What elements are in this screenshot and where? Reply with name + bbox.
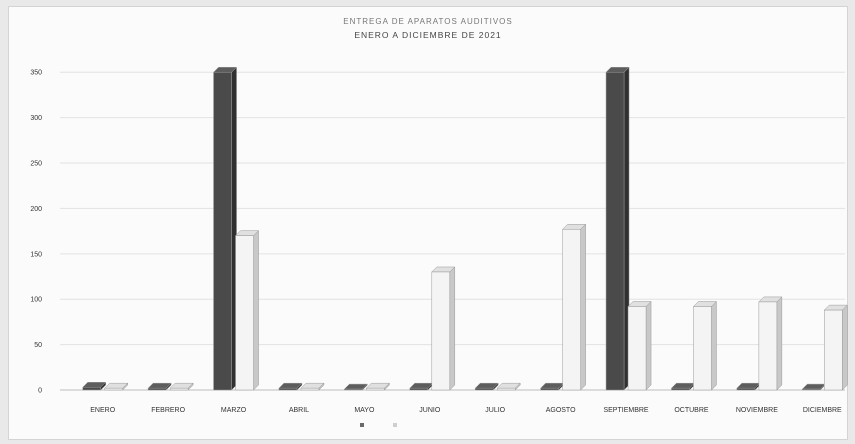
chart-subtitle: ENERO A DICIEMBRE DE 2021 (354, 30, 502, 40)
x-tick-label: SEPTIEMBRE (603, 407, 648, 414)
chart-legend (360, 423, 424, 429)
bar (82, 387, 101, 391)
bar (213, 71, 232, 391)
x-tick-label: NOVIEMBRE (736, 407, 778, 414)
bar (802, 388, 821, 391)
bar (758, 301, 778, 391)
x-tick-label: DICIEMBRE (803, 407, 842, 414)
bar-side (645, 300, 652, 391)
bar (300, 387, 320, 391)
bar-side (580, 223, 586, 391)
bar (671, 387, 690, 391)
legend-item-1 (360, 423, 367, 429)
bar (431, 271, 451, 391)
y-tick-label: 200 (30, 206, 42, 213)
bar (627, 306, 647, 391)
y-tick-label: 350 (30, 70, 42, 77)
bar (104, 387, 123, 391)
x-tick-label: OCTUBRE (674, 407, 709, 414)
x-tick-label: MARZO (221, 407, 247, 414)
bar (235, 235, 254, 391)
bar (169, 387, 189, 391)
bar (409, 387, 429, 391)
y-tick-label: 250 (30, 161, 42, 168)
bar (147, 387, 167, 391)
bar (344, 388, 363, 391)
y-tick-label: 50 (34, 342, 42, 349)
bar (693, 306, 712, 391)
bar (562, 229, 581, 391)
x-tick-label: AGOSTO (546, 407, 576, 414)
x-tick-label: ABRIL (289, 407, 309, 414)
chart-title: ENTREGA DE APARATOS AUDITIVOS (343, 17, 513, 26)
x-tick-label: MAYO (354, 407, 375, 414)
bar (824, 309, 843, 391)
bar (736, 387, 756, 391)
bar-side (842, 304, 848, 391)
bar (540, 387, 559, 391)
bar-side (776, 296, 783, 391)
bar (278, 387, 298, 391)
y-tick-label: 0 (38, 388, 42, 395)
bar-side (711, 300, 717, 391)
x-tick-label: JULIO (485, 407, 505, 414)
bar-side (449, 266, 456, 391)
x-tick-label: JUNIO (419, 407, 441, 414)
y-tick-label: 300 (30, 115, 42, 122)
bar (474, 387, 494, 391)
bar-side (253, 230, 259, 391)
legend-item-2 (392, 423, 400, 429)
bar (496, 387, 516, 391)
x-tick-label: ENERO (90, 407, 115, 414)
bar (605, 71, 625, 391)
x-tick-label: FEBRERO (151, 407, 185, 414)
y-tick-label: 150 (30, 251, 42, 258)
y-tick-label: 100 (30, 297, 42, 304)
bar (366, 387, 385, 391)
